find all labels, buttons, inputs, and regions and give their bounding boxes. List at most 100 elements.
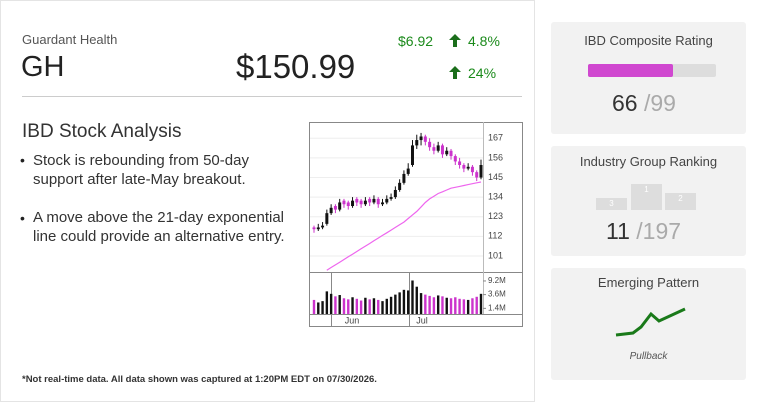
rank: 11 [606, 218, 630, 244]
volume-bar [312, 299, 316, 314]
volume-bar [415, 286, 418, 314]
rating-bar [588, 64, 674, 77]
v-tick-label: 3.6M [488, 290, 506, 299]
change-pct: 4.8% [468, 33, 500, 49]
volume-bar [402, 289, 406, 314]
volume-bar [436, 295, 440, 314]
candle-body [312, 227, 316, 230]
candle-body [342, 200, 346, 205]
company: Guardant Health [22, 32, 118, 47]
volume-bar [419, 293, 423, 314]
volume-bar [411, 280, 414, 314]
y-tick-label: 145 [488, 172, 503, 182]
volume-bar [432, 297, 436, 314]
volume-bar [475, 296, 478, 314]
volume-bar [364, 297, 367, 314]
bullet-text: Stock is rebounding from 50-day support … [33, 152, 249, 188]
volume-bar [377, 299, 380, 314]
volume-bar [479, 293, 483, 314]
volume-bar [462, 299, 466, 314]
volume-bar [389, 296, 393, 314]
candle-body [440, 145, 444, 155]
podium: 2 [665, 193, 696, 210]
volume-bar [449, 298, 453, 314]
volume-bar [398, 292, 401, 314]
volume-bar [368, 299, 371, 314]
ema-line [326, 181, 482, 271]
card-border [0, 0, 535, 402]
volume-bar [359, 300, 363, 314]
candle-body [363, 200, 367, 205]
candle-body [346, 202, 350, 207]
candle-body [316, 227, 320, 230]
analysis-title: IBD Stock Analysis [22, 121, 182, 142]
rating-track [588, 64, 716, 77]
candle-body [445, 150, 449, 155]
volume-bar [347, 299, 350, 314]
candle-body [381, 202, 385, 205]
candle-body [449, 150, 453, 157]
volume-bar [466, 299, 470, 314]
candle-body [406, 168, 410, 174]
y-tick-label: 112 [488, 231, 502, 241]
candle-body [470, 166, 474, 173]
volume-bar [441, 296, 444, 314]
change: $6.92 [398, 33, 434, 49]
candle-body [355, 198, 359, 203]
score: 66 [612, 90, 638, 116]
volume-bar [317, 302, 320, 314]
volume-bar [424, 294, 427, 314]
y-tick-label: 167 [488, 133, 503, 143]
pattern-name: Pullback [629, 351, 668, 362]
rank-value: 11 /197 [606, 218, 681, 245]
volume-bar [372, 298, 376, 314]
volume-bar [394, 294, 397, 314]
panel-title: Industry Group Ranking [579, 154, 718, 169]
candle-body [398, 182, 402, 190]
volume-bar [351, 297, 354, 314]
ytd-pct: 24% [468, 65, 497, 81]
volume-bar [381, 301, 384, 314]
up-arrow [449, 66, 461, 79]
candle-body [368, 198, 372, 203]
volume-bar [321, 301, 324, 314]
month-label: Jul [416, 315, 428, 325]
bullet-text: A move above the 21-day exponential line… [33, 209, 285, 245]
price-chart: 101 112 123 134 145 156 167 9.2M 3.6M 1.4M Jun Jul [309, 122, 523, 327]
candle-body [385, 198, 389, 203]
volume-bar [325, 291, 329, 314]
y-tick-label: 101 [488, 250, 503, 260]
candle-body [475, 172, 479, 178]
volume-bar [355, 298, 359, 314]
candle-body [351, 200, 355, 207]
candle-body [458, 161, 462, 166]
candle-body [321, 225, 325, 228]
candle-body [329, 207, 333, 214]
up-arrow [449, 34, 461, 47]
max: 99 [650, 90, 676, 116]
candle-body [479, 165, 483, 178]
candle-body [428, 141, 432, 148]
volume-bar [338, 295, 341, 314]
v-tick-label: 1.4M [488, 303, 506, 312]
y-tick-label: 134 [488, 191, 503, 201]
pattern-icon [615, 307, 686, 337]
panel-title: Emerging Pattern [597, 275, 700, 290]
y-tick-label: 123 [488, 211, 503, 221]
ticker: GH [21, 51, 65, 83]
y-tick-label: 156 [488, 152, 503, 162]
volume-bar [428, 295, 431, 314]
bullet: • [20, 210, 25, 226]
candle-body [359, 200, 363, 205]
candle-body [333, 206, 337, 210]
volume-bar [385, 298, 388, 314]
candle-body [415, 140, 419, 146]
podium: 3 [596, 198, 627, 210]
candle-body [462, 165, 466, 169]
volume-bar [334, 296, 337, 314]
candle-body [393, 189, 397, 198]
candle-body [389, 197, 393, 199]
composite-panel: IBD Composite Rating 66 /99 [551, 22, 746, 134]
candle-body [372, 198, 376, 203]
